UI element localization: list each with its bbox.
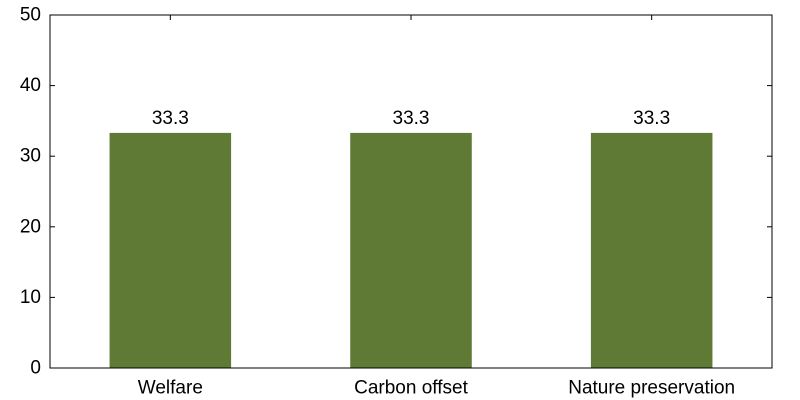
y-tick-label: 30	[20, 146, 41, 167]
labels: 0 10 20 30 40 50 Welfare 33.3 Carbon offset 33.3 N…	[20, 5, 735, 399]
x-tick-label: Welfare	[138, 378, 203, 399]
plot-frame	[49, 14, 773, 369]
y-tick-label: 20	[20, 216, 41, 237]
x-tick-label: Carbon offset	[354, 378, 468, 399]
bar	[109, 132, 232, 368]
y-tick-label: 0	[30, 358, 41, 379]
bar-value-label: 33.3	[393, 108, 430, 129]
bar-value-label: 33.3	[633, 108, 670, 129]
x-tick-label: Nature preservation	[568, 378, 735, 399]
y-tick-label: 50	[20, 5, 41, 26]
bar	[590, 132, 713, 368]
y-tick-label: 10	[20, 287, 41, 308]
bars	[109, 132, 713, 368]
y-tick-label: 40	[20, 75, 41, 96]
bar-value-label: 33.3	[152, 108, 189, 129]
bar	[350, 132, 472, 368]
